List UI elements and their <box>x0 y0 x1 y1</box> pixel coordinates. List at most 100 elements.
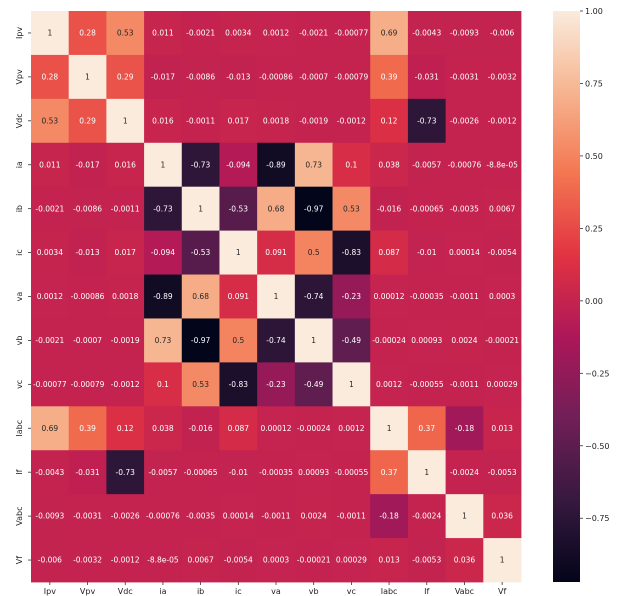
colorbar-tick-label-3: 0.25 <box>585 224 603 233</box>
y-tick-label-Vdc: Vdc <box>15 113 24 128</box>
heatmap-cell-ic-Iabc <box>370 230 409 275</box>
heatmap-cell-Ipv-vc <box>332 11 371 56</box>
heatmap-cell-Ipv-vb <box>294 11 333 56</box>
heatmap-cell-vb-Vabc <box>445 318 484 363</box>
heatmap-annotation-Vpv-ib: -0.0086 <box>186 72 215 81</box>
heatmap-cell-va-Vf <box>483 274 522 319</box>
heatmap-annotation-ib-Vdc: -0.0011 <box>111 204 140 213</box>
heatmap-annotation-Vpv-Vf: -0.0032 <box>488 72 517 81</box>
heatmap-cell-Vdc-ib <box>181 98 220 144</box>
heatmap-cell-Ipv-Iabc <box>370 11 409 56</box>
heatmap-annotation-If-vc: -0.00055 <box>335 468 369 477</box>
heatmap-cell-ic-vc <box>332 230 371 275</box>
heatmap-annotation-vc-Iabc: 0.0012 <box>376 380 402 389</box>
heatmap-cell-Vf-Vf <box>483 538 522 583</box>
heatmap-cell-Ipv-ic <box>219 11 258 56</box>
heatmap-cell-ib-vb <box>294 186 333 232</box>
heatmap-annotation-Vf-Iabc: 0.013 <box>378 556 400 565</box>
heatmap-annotation-Ipv-vb: -0.0021 <box>299 29 328 38</box>
heatmap-annotation-ib-Vabc: -0.0035 <box>450 204 479 213</box>
heatmap-annotation-ic-va: 0.091 <box>265 248 287 257</box>
heatmap-annotation-If-Vpv: -0.031 <box>75 468 99 477</box>
heatmap-cell-Vdc-ia <box>144 98 183 144</box>
heatmap-annotation-Vdc-If: -0.73 <box>417 116 437 125</box>
heatmap-cell-Vf-Vdc <box>106 538 145 583</box>
heatmap-annotation-va-If: -0.00035 <box>410 292 444 301</box>
heatmap-cell-If-va <box>257 450 296 495</box>
heatmap-annotation-ic-ic: 1 <box>236 248 241 257</box>
heatmap-cell-Vf-vc <box>332 538 371 583</box>
heatmap-annotation-ic-Vabc: 0.00014 <box>449 248 480 257</box>
colorbar-tick-label-2: 0.50 <box>585 152 603 161</box>
heatmap-annotation-ic-Vpv: -0.013 <box>75 248 99 257</box>
heatmap-cell-If-ia <box>144 450 183 495</box>
heatmap-annotation-If-Vabc: -0.0024 <box>450 468 479 477</box>
heatmap-annotation-ib-ic: -0.53 <box>229 204 249 213</box>
heatmap-cell-Iabc-ic <box>219 406 258 451</box>
heatmap-cell-ic-vb <box>294 230 333 275</box>
heatmap-annotation-Vpv-ic: -0.013 <box>226 72 250 81</box>
heatmap-cell-ic-Vdc <box>106 230 145 275</box>
heatmap-annotation-ib-Vpv: -0.0086 <box>73 204 102 213</box>
heatmap-annotation-Vabc-Iabc: -0.18 <box>379 512 399 521</box>
heatmap-annotation-ia-ia: 1 <box>161 160 166 169</box>
heatmap-cell-Vdc-va <box>257 98 296 144</box>
heatmap-annotation-ic-If: -0.01 <box>417 248 437 257</box>
heatmap-annotation-Vpv-If: -0.031 <box>415 72 439 81</box>
heatmap-annotation-Vf-Vabc: 0.036 <box>454 556 476 565</box>
heatmap-cell-vb-vc <box>332 318 371 363</box>
y-axis-tick-labels: Ipv Vpv Vdc ia ib ic va vb vc Iabc If Vabc Vf <box>15 27 31 564</box>
heatmap-cell-Vpv-ic <box>219 54 258 100</box>
heatmap-cell-ib-vc <box>332 186 371 232</box>
heatmap-cell-ia-Vf <box>483 142 522 188</box>
heatmap-annotation-Vdc-Vabc: -0.0026 <box>450 116 479 125</box>
heatmap-annotation-Vabc-ic: 0.00014 <box>223 512 254 521</box>
heatmap-cell-Vabc-vc <box>332 494 371 539</box>
heatmap-cell-Vdc-Ipv <box>31 98 70 144</box>
heatmap-annotation-vb-Ipv: -0.0021 <box>35 336 64 345</box>
y-tick-label-ic: ic <box>15 249 24 256</box>
heatmap-cell-Vdc-vc <box>332 98 371 144</box>
heatmap-annotation-ia-ib: -0.73 <box>191 160 211 169</box>
y-tick-label-ib: ib <box>15 205 24 212</box>
heatmap-cell-Vdc-Iabc <box>370 98 409 144</box>
heatmap-annotation-ib-va: 0.68 <box>268 204 285 213</box>
heatmap-annotation-vb-Iabc: -0.00024 <box>372 336 406 345</box>
heatmap-cell-Iabc-ia <box>144 406 183 451</box>
heatmap-annotation-If-ib: -0.00065 <box>184 468 218 477</box>
heatmap-annotation-ic-Vdc: 0.017 <box>114 248 136 257</box>
heatmap-annotation-Vpv-va: -0.00086 <box>259 72 293 81</box>
heatmap-cell-vc-ia <box>144 362 183 407</box>
heatmap-annotation-ib-Vf: 0.0067 <box>489 204 515 213</box>
heatmap-annotation-Vabc-ia: -0.00076 <box>146 512 180 521</box>
heatmap-annotation-Vf-ia: -8.8e-05 <box>147 556 179 565</box>
heatmap-cell-If-vb <box>294 450 333 495</box>
heatmap-cell-Vpv-Vpv <box>68 54 107 100</box>
heatmap-annotation-ia-ic: -0.094 <box>226 160 250 169</box>
heatmap-annotation-va-Ipv: 0.0012 <box>37 292 63 301</box>
heatmap-annotation-ic-Vf: -0.0054 <box>488 248 517 257</box>
heatmap-cell-va-vc <box>332 274 371 319</box>
heatmap-annotation-If-vb: 0.00093 <box>298 468 329 477</box>
y-tick-label-vb: vb <box>15 336 24 346</box>
heatmap-annotation-ia-Vf: -8.8e-05 <box>486 160 518 169</box>
heatmap-annotation-Vabc-vc: -0.0011 <box>337 512 366 521</box>
heatmap-cell-va-Vdc <box>106 274 145 319</box>
heatmap-cell-va-va <box>257 274 296 319</box>
x-axis-tick-labels: Ipv Vpv Vdc ia ib ic va vb vc Iabc If Vabc Vf <box>44 582 506 596</box>
heatmap-cell-Ipv-ib <box>181 11 220 56</box>
heatmap-cell-ic-Vabc <box>445 230 484 275</box>
heatmap-cell-Iabc-ib <box>181 406 220 451</box>
heatmap-cell-Vdc-vb <box>294 98 333 144</box>
heatmap-annotation-Iabc-Vpv: 0.39 <box>79 424 96 433</box>
heatmap-cell-ib-ic <box>219 186 258 232</box>
heatmap-annotation-Vdc-ic: 0.017 <box>228 116 250 125</box>
colorbar-tick-label-5: −0.25 <box>585 369 610 378</box>
heatmap-cell-ia-vc <box>332 142 371 188</box>
colorbar: 1.00 0.75 0.50 0.25 0.00 −0.25 −0.50 −0.75 <box>553 7 610 582</box>
heatmap-cell-va-ia <box>144 274 183 319</box>
heatmap-annotation-ic-ia: -0.094 <box>151 248 175 257</box>
heatmap-cell-vc-ic <box>219 362 258 407</box>
heatmap-annotation-Ipv-ib: -0.0021 <box>186 29 215 38</box>
heatmap-cell-va-ic <box>219 274 258 319</box>
